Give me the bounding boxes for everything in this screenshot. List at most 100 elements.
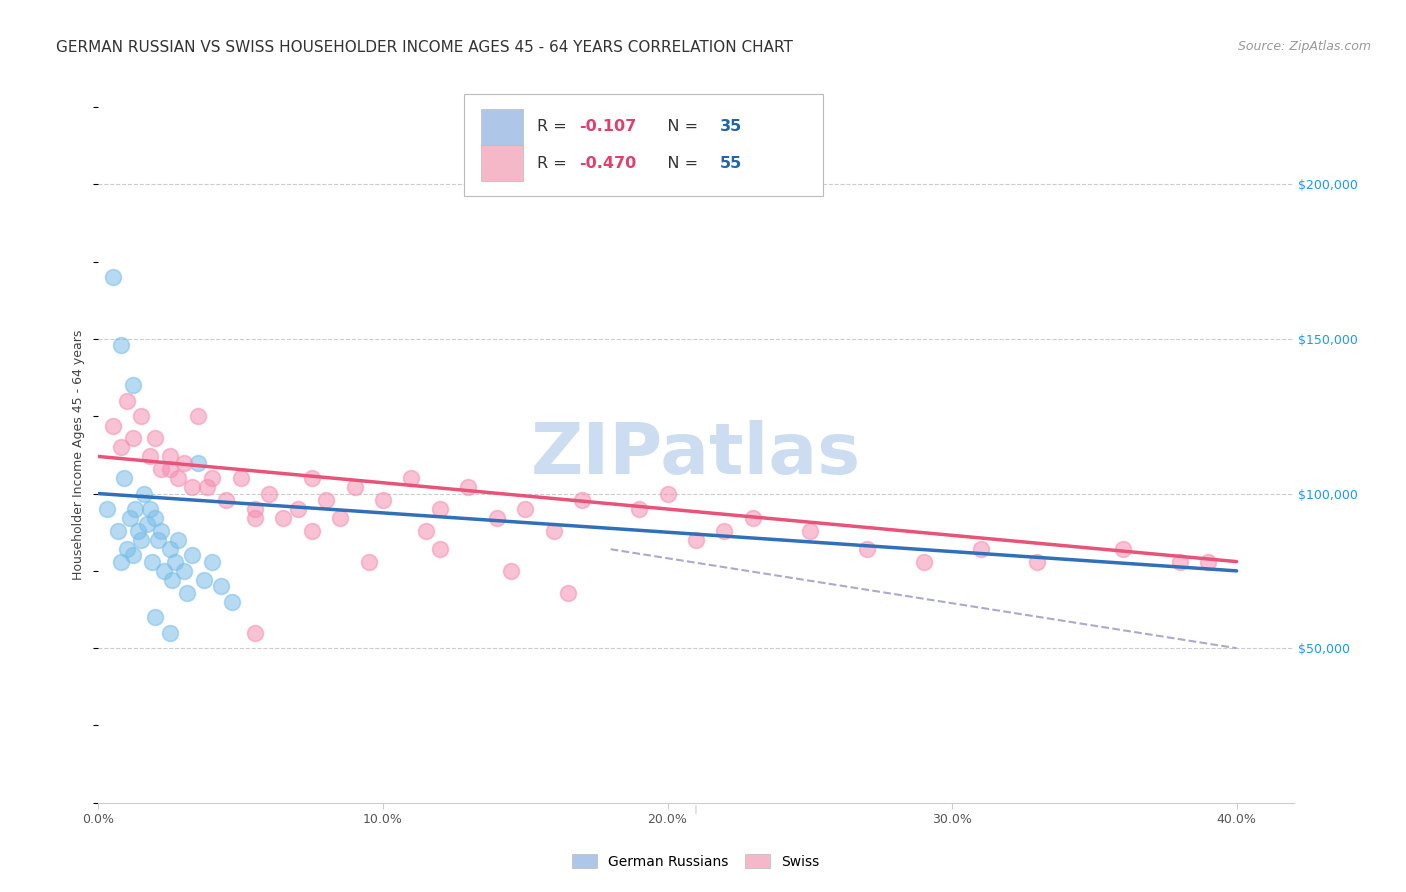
Text: ZIPatlas: ZIPatlas bbox=[531, 420, 860, 490]
Point bbox=[110, 440, 132, 454]
Point bbox=[429, 502, 451, 516]
Point bbox=[101, 270, 124, 285]
Point bbox=[129, 409, 152, 424]
Point bbox=[855, 542, 877, 557]
Point bbox=[912, 555, 935, 569]
Text: R =: R = bbox=[537, 156, 572, 170]
Point bbox=[1197, 555, 1219, 569]
Point bbox=[141, 555, 163, 569]
Point bbox=[167, 533, 190, 547]
Point bbox=[135, 517, 157, 532]
Point bbox=[143, 431, 166, 445]
Text: -0.470: -0.470 bbox=[579, 156, 637, 170]
Text: 55: 55 bbox=[720, 156, 742, 170]
Point bbox=[243, 511, 266, 525]
Point bbox=[159, 462, 181, 476]
Point bbox=[112, 471, 135, 485]
Point bbox=[121, 378, 143, 392]
Point bbox=[187, 456, 209, 470]
Point bbox=[357, 555, 380, 569]
Point bbox=[115, 393, 138, 408]
Point bbox=[315, 492, 337, 507]
Point bbox=[329, 511, 352, 525]
Point bbox=[221, 595, 243, 609]
Point bbox=[121, 431, 143, 445]
Point bbox=[143, 610, 166, 624]
Point bbox=[628, 502, 651, 516]
Text: N =: N = bbox=[652, 120, 703, 134]
Point bbox=[132, 486, 155, 500]
Point bbox=[124, 502, 146, 516]
Point bbox=[173, 564, 195, 578]
Text: 35: 35 bbox=[720, 120, 742, 134]
Point bbox=[485, 511, 508, 525]
Point bbox=[499, 564, 522, 578]
Point bbox=[229, 471, 252, 485]
Point bbox=[159, 625, 181, 640]
Y-axis label: Householder Income Ages 45 - 64 years: Householder Income Ages 45 - 64 years bbox=[72, 330, 86, 580]
Point bbox=[110, 555, 132, 569]
Point bbox=[401, 471, 423, 485]
Point bbox=[209, 579, 232, 593]
Point bbox=[143, 511, 166, 525]
Text: Source: ZipAtlas.com: Source: ZipAtlas.com bbox=[1237, 40, 1371, 54]
Point bbox=[176, 585, 198, 599]
Point bbox=[799, 524, 821, 538]
Point bbox=[243, 625, 266, 640]
Point bbox=[201, 471, 224, 485]
Point bbox=[429, 542, 451, 557]
Point bbox=[159, 450, 181, 464]
Point bbox=[257, 486, 280, 500]
Point bbox=[1168, 555, 1191, 569]
Point bbox=[118, 511, 141, 525]
Point bbox=[1112, 542, 1135, 557]
Text: GERMAN RUSSIAN VS SWISS HOUSEHOLDER INCOME AGES 45 - 64 YEARS CORRELATION CHART: GERMAN RUSSIAN VS SWISS HOUSEHOLDER INCO… bbox=[56, 40, 793, 55]
Point bbox=[557, 585, 579, 599]
Point bbox=[215, 492, 238, 507]
Point bbox=[657, 486, 679, 500]
Point bbox=[148, 533, 170, 547]
Point bbox=[187, 409, 209, 424]
Point bbox=[713, 524, 735, 538]
Point bbox=[150, 462, 173, 476]
Point bbox=[969, 542, 991, 557]
Point bbox=[165, 555, 187, 569]
Point bbox=[115, 542, 138, 557]
Point bbox=[273, 511, 295, 525]
Point bbox=[138, 450, 160, 464]
Point bbox=[121, 549, 143, 563]
Point bbox=[127, 524, 149, 538]
Point bbox=[343, 480, 366, 494]
Point bbox=[685, 533, 707, 547]
Point bbox=[287, 502, 309, 516]
Point bbox=[167, 471, 190, 485]
Point bbox=[1026, 555, 1049, 569]
Point bbox=[515, 502, 537, 516]
Point bbox=[181, 549, 204, 563]
Point bbox=[150, 524, 173, 538]
Point bbox=[457, 480, 479, 494]
Point bbox=[110, 338, 132, 352]
Point bbox=[129, 533, 152, 547]
Point bbox=[153, 564, 176, 578]
Point bbox=[181, 480, 204, 494]
Point bbox=[741, 511, 763, 525]
Point bbox=[301, 471, 323, 485]
Point bbox=[173, 456, 195, 470]
Point bbox=[195, 480, 218, 494]
Point bbox=[543, 524, 565, 538]
Point bbox=[107, 524, 129, 538]
Point bbox=[571, 492, 593, 507]
Point bbox=[243, 502, 266, 516]
Legend: German Russians, Swiss: German Russians, Swiss bbox=[565, 847, 827, 876]
Point bbox=[101, 418, 124, 433]
Text: -0.107: -0.107 bbox=[579, 120, 637, 134]
Point bbox=[201, 555, 224, 569]
Point bbox=[162, 573, 184, 587]
Point bbox=[371, 492, 394, 507]
Point bbox=[415, 524, 437, 538]
Point bbox=[193, 573, 215, 587]
Text: N =: N = bbox=[652, 156, 703, 170]
Point bbox=[96, 502, 118, 516]
Text: R =: R = bbox=[537, 120, 572, 134]
